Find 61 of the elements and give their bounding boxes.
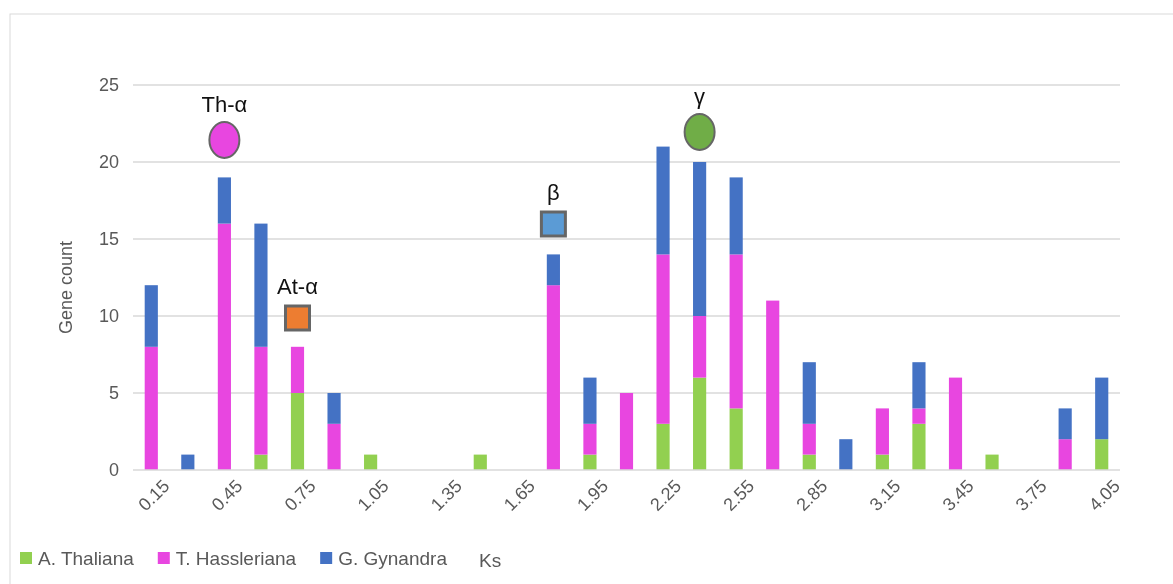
bar	[583, 377, 597, 424]
bar	[1058, 408, 1072, 440]
bar	[1095, 439, 1109, 470]
bar	[693, 316, 707, 378]
bar	[327, 393, 341, 424]
bar	[766, 300, 780, 470]
bar	[912, 408, 926, 424]
bar	[583, 423, 597, 455]
bar	[144, 346, 158, 470]
bar	[729, 254, 743, 409]
bar	[546, 254, 560, 286]
annotation: At-α	[277, 274, 319, 299]
x-axis-title: Ks	[478, 550, 502, 571]
y-tick-label: 5	[108, 383, 119, 404]
annotation: γ	[694, 84, 706, 109]
legend-label: G. Gynandra	[338, 548, 448, 569]
legend-label: T. Hassleriana	[175, 548, 297, 569]
bar	[619, 393, 634, 470]
bar	[254, 223, 268, 347]
bar	[1058, 439, 1072, 470]
y-tick-label: 25	[98, 75, 119, 96]
bar	[290, 393, 305, 470]
bar	[217, 177, 231, 224]
bar	[948, 377, 963, 470]
y-tick-label: 0	[108, 460, 119, 481]
y-tick-label: 20	[98, 152, 119, 173]
bar	[985, 454, 999, 470]
bar	[144, 285, 158, 347]
bar	[875, 454, 889, 470]
y-tick-label: 15	[98, 229, 119, 250]
bar	[729, 408, 743, 470]
bar	[656, 146, 670, 255]
legend-label: A. Thaliana	[38, 548, 135, 569]
bar	[802, 362, 816, 424]
bar	[364, 454, 378, 470]
bar	[693, 162, 707, 316]
bar	[912, 362, 926, 409]
bar	[875, 408, 889, 455]
x-tick-label: 0.75	[280, 475, 320, 515]
bar	[217, 223, 231, 470]
bar	[181, 454, 195, 470]
bar	[912, 423, 926, 470]
bar	[693, 377, 707, 470]
bar	[729, 177, 743, 255]
y-tick-label: 10	[98, 306, 119, 327]
y-axis-title: Gene count	[56, 240, 76, 335]
bar	[802, 423, 816, 455]
bar	[546, 285, 560, 470]
bar	[327, 423, 341, 470]
bar	[254, 346, 268, 455]
bar	[583, 454, 597, 470]
bar	[473, 454, 487, 470]
bar	[839, 439, 853, 470]
bar	[656, 423, 670, 470]
annotation: β	[547, 180, 560, 205]
annotation: Th-α	[201, 92, 248, 117]
bar	[1095, 377, 1109, 440]
bar	[656, 254, 670, 424]
bar	[802, 454, 816, 470]
bar	[290, 346, 305, 393]
bar	[254, 454, 268, 470]
